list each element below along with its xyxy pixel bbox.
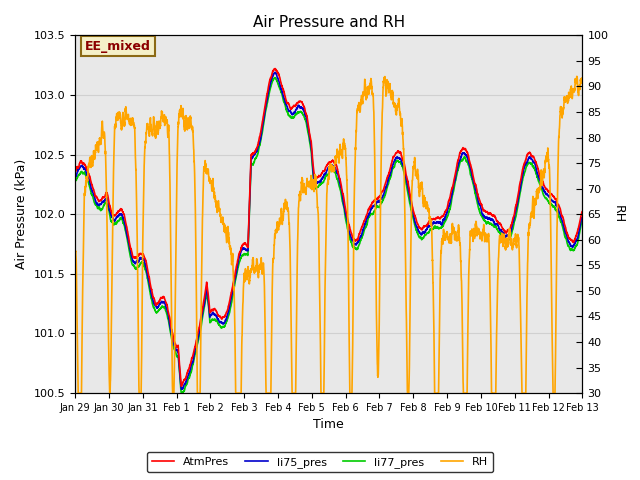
li77_pres [89,193,97,199]
AtmPres [579,209,586,215]
RH [71,244,79,250]
Line: li77_pres: li77_pres [75,78,582,393]
li75_pres [367,207,375,213]
li77_pres [579,218,586,224]
RH [367,78,374,84]
Line: AtmPres: AtmPres [75,69,582,386]
li77_pres [71,177,79,183]
Line: RH: RH [75,76,582,393]
Legend: AtmPres, li75_pres, li77_pres, RH: AtmPres, li75_pres, li77_pres, RH [147,452,493,472]
AtmPres [310,169,317,175]
li77_pres [367,211,375,217]
AtmPres [177,384,185,389]
RH [573,73,580,79]
AtmPres [381,183,388,189]
Y-axis label: Air Pressure (kPa): Air Pressure (kPa) [15,159,28,269]
X-axis label: Time: Time [314,419,344,432]
li75_pres [71,174,79,180]
RH [579,79,586,84]
RH [266,390,274,396]
li77_pres [271,75,279,81]
li75_pres [271,70,279,75]
li75_pres [381,188,388,194]
AtmPres [266,76,274,82]
Y-axis label: RH: RH [612,205,625,223]
li75_pres [579,215,586,220]
li77_pres [177,390,185,396]
AtmPres [89,184,97,190]
li75_pres [266,82,274,87]
li75_pres [458,151,466,156]
AtmPres [271,66,279,72]
RH [381,78,388,84]
li77_pres [381,193,388,199]
AtmPres [71,169,79,175]
AtmPres [367,203,375,209]
Title: Air Pressure and RH: Air Pressure and RH [253,15,405,30]
RH [74,390,82,396]
li77_pres [266,86,274,92]
RH [89,159,97,165]
RH [458,310,466,316]
Line: li75_pres: li75_pres [75,72,582,389]
li77_pres [310,180,317,185]
li75_pres [89,190,97,195]
li77_pres [458,157,466,163]
Text: EE_mixed: EE_mixed [85,40,151,53]
li75_pres [177,386,185,392]
li75_pres [310,176,317,181]
RH [310,183,317,189]
AtmPres [458,146,466,152]
